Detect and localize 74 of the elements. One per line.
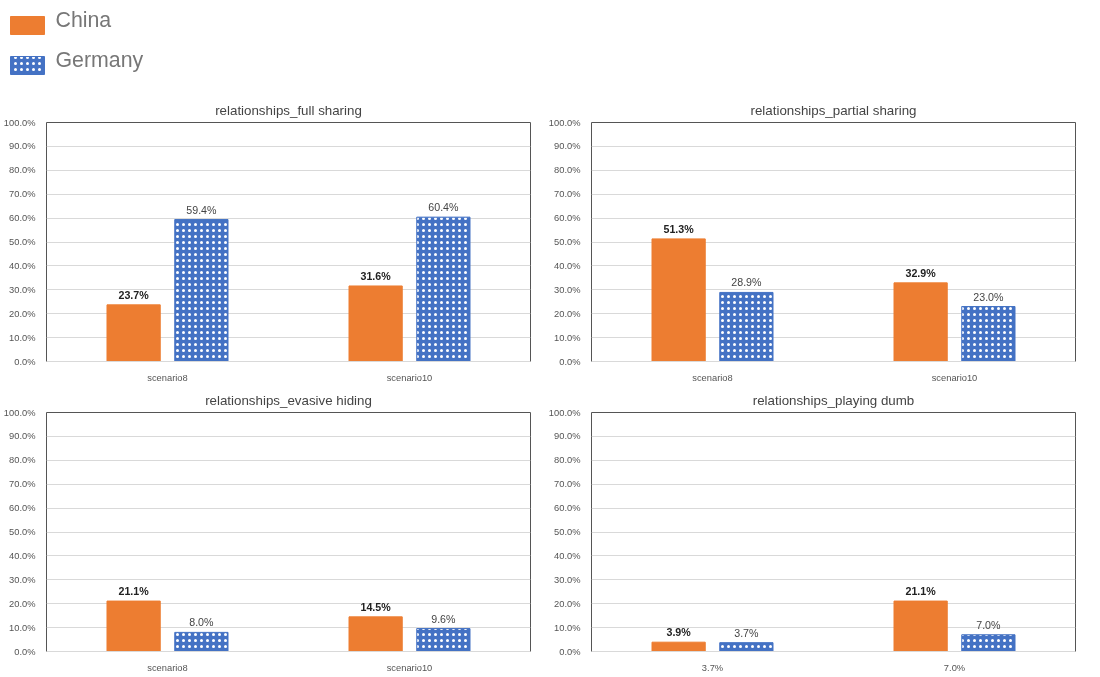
y-tick-label: 10.0%	[9, 622, 36, 633]
x-tick-label: scenario10	[386, 662, 433, 673]
data-label: 3.9%	[666, 626, 692, 639]
chart-title: relationships_evasive hiding	[205, 392, 372, 408]
x-tick-label: 7.0%	[943, 662, 966, 673]
x-tick-label: scenario8	[147, 662, 188, 673]
chart-title: relationships_partial sharing	[750, 102, 917, 118]
data-label: 8.0%	[189, 616, 215, 629]
y-tick-label: 0.0%	[14, 356, 36, 367]
y-tick-label: 80.0%	[554, 455, 581, 466]
y-tick-label: 70.0%	[554, 189, 581, 200]
x-tick-label: scenario8	[692, 372, 733, 383]
data-label: 3.7%	[734, 626, 760, 639]
data-label: 60.4%	[428, 201, 460, 214]
legend-label: Germany	[55, 47, 144, 72]
data-label: 21.1%	[905, 585, 937, 598]
data-label: 7.0%	[976, 618, 1002, 631]
y-tick-label: 70.0%	[9, 189, 36, 200]
y-tick-label: 10.0%	[9, 332, 36, 343]
y-tick-label: 0.0%	[14, 646, 36, 657]
y-tick-label: 30.0%	[9, 574, 36, 585]
x-tick-label: 3.7%	[701, 662, 724, 673]
y-tick-label: 100.0%	[548, 407, 581, 418]
y-tick-label: 60.0%	[554, 213, 581, 224]
y-tick-label: 90.0%	[554, 431, 581, 442]
y-tick-label: 50.0%	[554, 527, 581, 537]
y-tick-label: 100.0%	[3, 117, 36, 128]
y-tick-label: 20.0%	[554, 308, 581, 319]
y-tick-label: 10.0%	[554, 332, 581, 343]
y-tick-label: 80.0%	[554, 165, 581, 176]
y-tick-label: 0.0%	[559, 356, 581, 367]
data-label: 31.6%	[360, 269, 392, 282]
x-tick-label: scenario10	[386, 372, 433, 383]
y-tick-label: 30.0%	[554, 574, 581, 585]
legend-label: China	[55, 7, 112, 32]
y-tick-label: 100.0%	[548, 117, 581, 128]
y-tick-label: 90.0%	[9, 141, 36, 152]
data-label: 28.9%	[731, 276, 763, 289]
y-tick-label: 20.0%	[554, 598, 581, 609]
data-label: 51.3%	[663, 222, 695, 235]
y-tick-label: 60.0%	[9, 503, 36, 514]
data-label: 9.6%	[431, 612, 457, 625]
data-label: 23.0%	[973, 290, 1005, 303]
y-tick-label: 0.0%	[559, 646, 581, 657]
y-tick-label: 30.0%	[9, 284, 36, 295]
y-tick-label: 40.0%	[554, 550, 581, 561]
y-tick-label: 50.0%	[554, 237, 581, 247]
data-label: 23.7%	[118, 288, 150, 301]
y-tick-label: 70.0%	[9, 479, 36, 490]
x-tick-label: scenario8	[147, 372, 188, 383]
y-tick-label: 50.0%	[9, 237, 36, 247]
y-tick-label: 60.0%	[9, 213, 36, 224]
y-tick-label: 20.0%	[9, 308, 36, 319]
data-label: 14.5%	[360, 600, 392, 613]
chart-title: relationships_full sharing	[215, 102, 362, 118]
y-tick-label: 10.0%	[554, 622, 581, 633]
y-tick-label: 80.0%	[9, 165, 36, 176]
y-tick-label: 90.0%	[554, 141, 581, 152]
chart-title: relationships_playing dumb	[752, 392, 915, 408]
y-tick-label: 20.0%	[9, 598, 36, 609]
data-label: 59.4%	[186, 203, 218, 216]
y-tick-label: 80.0%	[9, 455, 36, 466]
y-tick-label: 40.0%	[554, 260, 581, 271]
y-tick-label: 30.0%	[554, 284, 581, 295]
data-label: 21.1%	[118, 585, 150, 598]
y-tick-label: 40.0%	[9, 260, 36, 271]
y-tick-label: 70.0%	[554, 479, 581, 490]
y-tick-label: 60.0%	[554, 503, 581, 514]
y-tick-label: 90.0%	[9, 431, 36, 442]
y-tick-label: 50.0%	[9, 527, 36, 537]
y-tick-label: 40.0%	[9, 550, 36, 561]
y-tick-label: 100.0%	[3, 407, 36, 418]
x-tick-label: scenario10	[931, 372, 978, 383]
data-label: 32.9%	[905, 266, 937, 279]
